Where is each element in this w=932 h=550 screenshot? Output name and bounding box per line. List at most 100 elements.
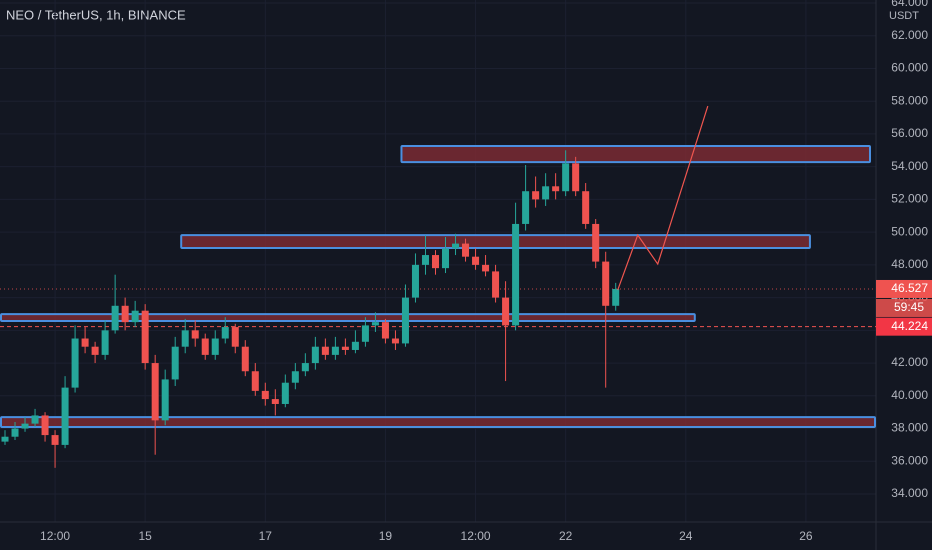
x-tick-label: 19 [379, 529, 393, 543]
candle-body [81, 338, 89, 347]
candle-body [381, 322, 389, 339]
candle-body [271, 399, 279, 404]
y-tick-label: 58.000 [891, 93, 928, 107]
x-tick-label: 26 [799, 529, 813, 543]
candle-body [251, 371, 259, 391]
candle-body [171, 346, 179, 380]
candle-body [111, 305, 119, 331]
candle-body [482, 264, 490, 272]
candle-body [201, 338, 209, 355]
candle-body [562, 163, 570, 192]
candle-body [572, 163, 580, 192]
x-tick-label: 24 [679, 529, 693, 543]
candle-body [532, 191, 540, 200]
candle-body [31, 415, 39, 424]
last-price-label: 46.527 [891, 281, 928, 295]
candle-body [231, 327, 239, 347]
y-tick-label: 62.000 [891, 28, 928, 42]
currency-label: USDT [889, 10, 919, 22]
y-tick-label: 60.000 [891, 61, 928, 75]
candle-body [542, 186, 550, 200]
candle-body [281, 382, 289, 404]
x-tick-label: 17 [259, 529, 273, 543]
candle-body [502, 297, 510, 326]
reference-price-label: 44.224 [891, 319, 928, 333]
candle-body [321, 346, 329, 355]
chart-title: NEO / TetherUS, 1h, BINANCE [6, 7, 186, 22]
candle-body [371, 322, 379, 326]
candle-body [11, 428, 19, 437]
candle-body [61, 387, 69, 445]
x-tick-label: 12:00 [461, 529, 491, 543]
candle-body [401, 297, 409, 344]
candle-body [141, 310, 149, 364]
projection-line [617, 105, 709, 291]
candle-body [291, 371, 299, 383]
candle-body [331, 346, 339, 355]
candle-body [1, 436, 9, 442]
y-tick-label: 52.000 [891, 192, 928, 206]
candle-body [431, 255, 440, 269]
last-price-tag [876, 279, 932, 298]
candle-body [211, 338, 219, 355]
candle-body [151, 363, 159, 421]
zone [0, 313, 696, 323]
reference-price-tag [876, 317, 932, 336]
candle-body [131, 310, 139, 323]
x-tick-label: 12:00 [40, 529, 70, 543]
x-tick-label: 22 [559, 529, 573, 543]
candle-body [181, 330, 189, 347]
candle-body [361, 325, 369, 342]
candle-body [472, 256, 480, 265]
y-tick-label: 38.000 [891, 421, 928, 435]
candle-body [71, 338, 79, 388]
candle-body [582, 191, 590, 224]
y-tick-label: 48.000 [891, 257, 928, 271]
candle-body [51, 435, 59, 445]
candle-body [391, 338, 399, 344]
candle-body [91, 346, 99, 355]
y-tick-label: 42.000 [891, 355, 928, 369]
candle-body [411, 264, 419, 298]
candle-body [452, 243, 460, 249]
y-tick-label: 56.000 [891, 126, 928, 140]
candle-body [261, 390, 269, 400]
candle-body [191, 330, 199, 339]
candle-body [442, 248, 450, 269]
candle-body [221, 327, 229, 339]
candle-body [21, 423, 29, 429]
candle-body [462, 243, 470, 257]
countdown-label: 59:45 [894, 300, 924, 314]
candle-body [492, 271, 500, 298]
candle-body [241, 346, 249, 372]
candle-body [592, 223, 600, 262]
y-tick-label: 50.000 [891, 224, 928, 238]
y-tick-label: 34.000 [891, 486, 928, 500]
candle-body [512, 223, 520, 326]
candle-body [351, 341, 359, 350]
candle-body [421, 255, 429, 265]
candle-body [121, 305, 129, 323]
candle-body [41, 415, 49, 436]
y-tick-label: 64.000 [891, 0, 928, 9]
countdown-tag [876, 298, 932, 317]
candle-body [341, 346, 349, 350]
y-tick-label: 40.000 [891, 388, 928, 402]
zone [180, 234, 811, 250]
zone [400, 145, 871, 164]
candle-body [301, 363, 309, 372]
candle-body [602, 261, 610, 306]
x-tick-label: 15 [138, 529, 152, 543]
candle-body [612, 288, 620, 306]
candle-body [161, 379, 169, 421]
zone [0, 416, 876, 429]
candle-body [522, 191, 530, 224]
y-tick-label: 54.000 [891, 159, 928, 173]
candle-body [311, 346, 319, 364]
candle-body [101, 330, 109, 355]
candle-body [552, 186, 560, 192]
y-tick-label: 36.000 [891, 453, 928, 467]
